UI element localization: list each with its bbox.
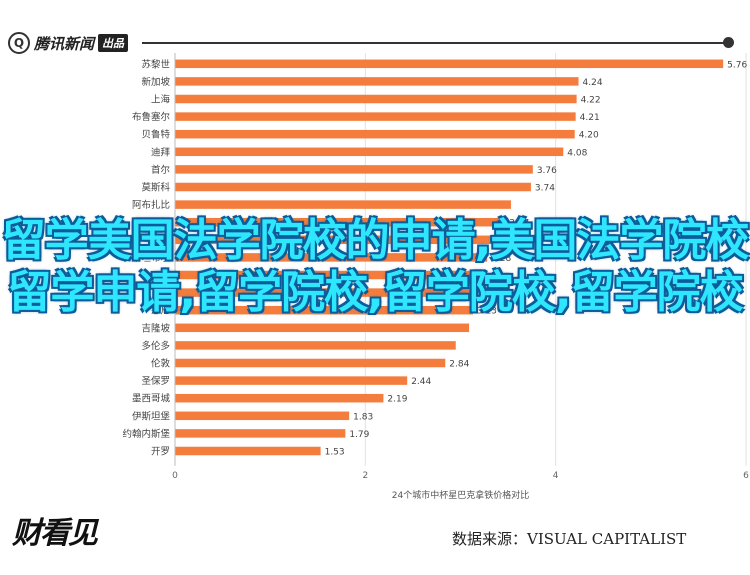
bar (175, 288, 478, 297)
footer-logo: 财看见 (12, 516, 98, 551)
data-label: 5.76 (727, 60, 747, 70)
x-axis-label: 24个城市中杯星巴克拿铁价格对比 (392, 489, 529, 501)
data-label: 1.53 (325, 448, 345, 458)
data-label: 3.74 (535, 184, 555, 194)
bar (175, 429, 346, 438)
bar (175, 411, 350, 421)
data-label: 1.79 (349, 430, 369, 440)
data-label: 1.83 (353, 412, 373, 422)
category-label: 布鲁塞尔 (132, 111, 171, 123)
bar (175, 323, 470, 333)
bar (175, 129, 575, 139)
brand-tag: 出品 (98, 34, 129, 52)
category-label: 贝鲁特 (141, 129, 170, 141)
category-label: 伊斯坦堡 (132, 410, 171, 422)
bar (175, 182, 531, 192)
data-label: 3.76 (537, 166, 557, 176)
bar (175, 393, 384, 403)
data-label: 3.47 (509, 219, 529, 229)
bar (175, 270, 480, 280)
data-label: 4.20 (579, 131, 599, 141)
category-label: 上海 (151, 94, 171, 106)
category-label: 新加坡 (141, 76, 170, 88)
data-label: 4.22 (581, 96, 601, 106)
category-label: 开罗 (151, 447, 170, 458)
source-caption: 数据来源：VISUAL CAPITALIST (452, 530, 687, 548)
header-divider (142, 42, 728, 44)
category-label: 香港 (151, 234, 171, 246)
category-label: 吉隆坡 (141, 322, 170, 334)
category-label: 多伦多 (141, 340, 170, 352)
category-label: 阿布扎比 (132, 199, 170, 211)
data-label: 2.84 (449, 360, 469, 370)
bar (175, 376, 408, 385)
data-label: 2.44 (411, 377, 431, 387)
category-label: 伊斯坦布尔 (122, 252, 170, 264)
bar (175, 94, 577, 104)
bar (175, 59, 724, 69)
bar (175, 217, 506, 227)
category-label: 约翰内斯堡 (122, 428, 170, 440)
x-tick-label: 0 (172, 471, 178, 481)
category-label: 圣保罗 (141, 375, 170, 387)
brand-icon: Q (8, 32, 30, 54)
category-label: 迪拜 (151, 146, 171, 158)
category-label: 利雅得 (141, 217, 170, 229)
x-tick-label: 6 (743, 471, 749, 481)
category-label: 首尔 (151, 164, 171, 176)
data-label: 3.28 (491, 254, 511, 264)
category-label: 伦敦 (151, 358, 171, 370)
category-label: 悉尼 (151, 305, 170, 317)
data-label: 4.24 (583, 78, 603, 88)
brand-logo: Q 腾讯新闻 出品 (8, 28, 129, 58)
bar (175, 446, 321, 456)
x-tick-label: 4 (553, 471, 559, 481)
bar (175, 341, 456, 350)
bar (175, 77, 579, 86)
bar (175, 358, 446, 368)
bar (175, 112, 576, 121)
category-label: 苏黎世 (141, 58, 170, 70)
header-divider-dot (723, 37, 734, 48)
data-label: 4.08 (567, 148, 587, 158)
bar (175, 235, 504, 245)
category-label: 莫斯科 (141, 182, 170, 194)
x-tick-label: 2 (362, 471, 368, 481)
data-label: 3.13 (477, 307, 497, 317)
data-label: 4.21 (580, 113, 600, 123)
bar (175, 147, 564, 157)
bar (175, 253, 488, 262)
data-label: 2.19 (387, 395, 407, 405)
bar (175, 200, 511, 209)
brand-name: 腾讯新闻 (34, 34, 95, 53)
bar (175, 165, 533, 174)
bar (175, 305, 473, 315)
category-label: 墨西哥城 (132, 394, 171, 405)
